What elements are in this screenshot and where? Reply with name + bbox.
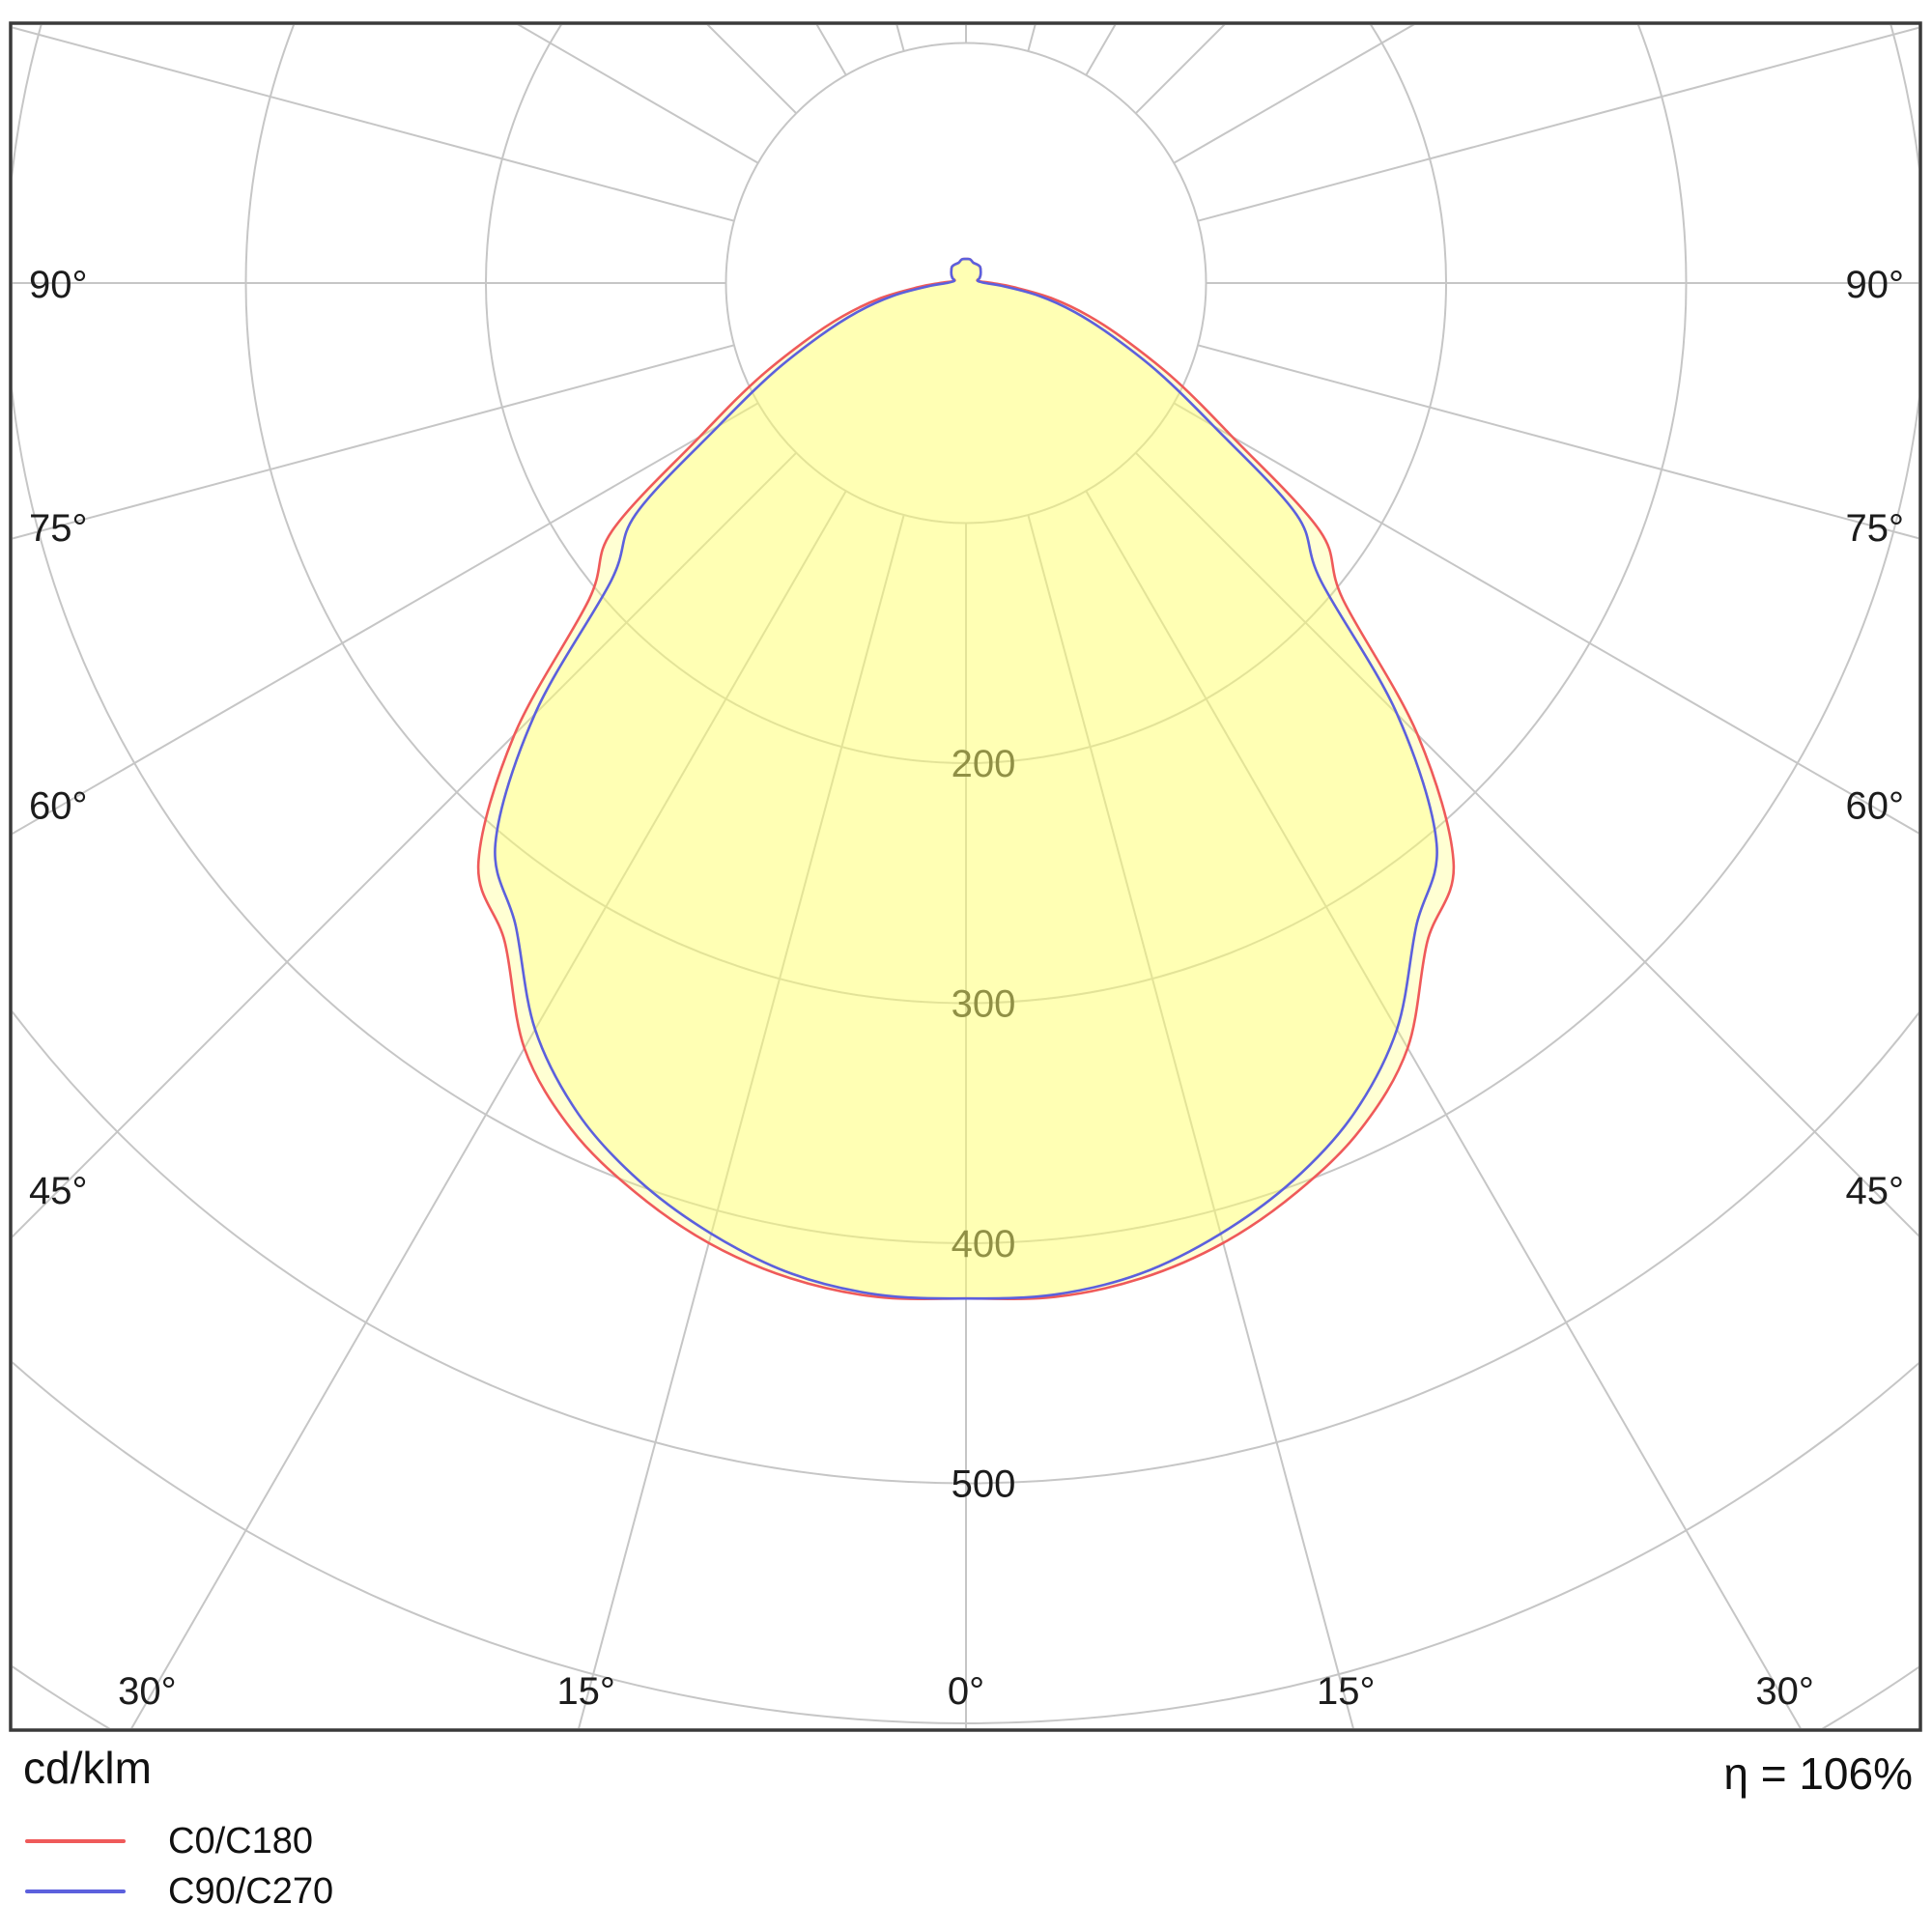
angle-label-bottom-0: 0°: [948, 1670, 984, 1713]
grid-spoke-105-right: [1197, 26, 1918, 222]
legend-swatch-c0-c180-icon: [25, 1839, 126, 1843]
grid-spoke-30-right: [1085, 490, 1802, 1728]
ring-label-400: 400: [952, 1223, 1016, 1265]
grid-spoke-15-left: [578, 514, 905, 1728]
angle-label-bottom-left-30: 30°: [118, 1670, 177, 1713]
curve-c90-c270: [494, 257, 1438, 1300]
legend-label-c0-c180: C0/C180: [168, 1820, 313, 1861]
angle-label-right-45: 45°: [1846, 1170, 1905, 1212]
grid-spoke-60-right: [1173, 402, 1918, 835]
legend-item-c0-c180: C0/C180: [25, 1816, 701, 1866]
grid-spoke-45-right: [1134, 451, 1918, 1237]
grid-spoke-45-left: [13, 451, 798, 1238]
angle-label-left-90: 90°: [29, 264, 88, 306]
ring-label-500: 500: [952, 1463, 1016, 1506]
grid-spoke-75-right: [1197, 344, 1918, 540]
plot-frame: [9, 21, 1922, 1732]
ring-label-200: 200: [952, 743, 1016, 785]
angle-label-right-75: 75°: [1846, 507, 1905, 550]
grid-spoke-75-left: [13, 344, 735, 540]
angle-label-bottom-left-15: 15°: [556, 1670, 615, 1713]
grid-spoke-30-left: [130, 490, 847, 1728]
angle-label-left-75: 75°: [29, 507, 88, 550]
grid-spoke-60-left: [13, 402, 759, 836]
angle-label-bottom-right-15: 15°: [1317, 1670, 1376, 1713]
angle-label-left-60: 60°: [29, 785, 88, 828]
angle-label-bottom-right-30: 30°: [1755, 1670, 1814, 1713]
angle-label-right-90: 90°: [1846, 264, 1905, 306]
angle-label-left-45: 45°: [29, 1170, 88, 1212]
legend-item-c90-c270: C90/C270: [25, 1866, 701, 1917]
legend: C0/C180 C90/C270: [25, 1816, 701, 1917]
grid-spoke-105-left: [13, 26, 735, 222]
units-label: cd/klm: [23, 1743, 152, 1793]
legend-swatch-c90-c270-icon: [25, 1889, 126, 1893]
ring-label-300: 300: [952, 983, 1016, 1026]
legend-label-c90-c270: C90/C270: [168, 1870, 334, 1912]
angle-label-right-60: 60°: [1846, 785, 1905, 828]
grid-spoke-15-right: [1027, 514, 1354, 1728]
efficiency-label: η = 106%: [1723, 1748, 1913, 1799]
